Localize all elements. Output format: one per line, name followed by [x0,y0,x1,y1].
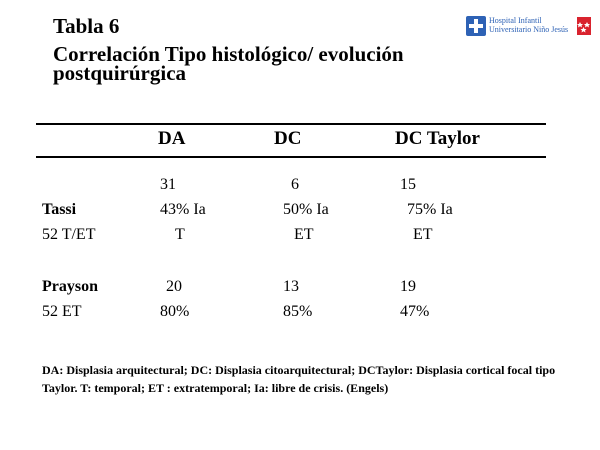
table-cell: 50% Ia [283,201,329,218]
slide-title: Tabla 6 [53,14,120,38]
table-cell: 80% [160,303,190,320]
table-cell: ET [294,226,314,243]
table-top-rule [36,123,546,125]
subtitle-line-1: Correlación Tipo histológico/ evolución [53,42,404,66]
column-header-da: DA [158,128,186,149]
hospital-name-line-2: Universitario Niño Jesús [489,25,569,34]
row-label-tassi: Tassi [42,201,77,218]
table-cell: 6 [291,176,299,193]
column-header-dc: DC [274,128,302,149]
table-cell: 75% Ia [407,201,453,218]
row-label-tassi-series: 52 T/ET [42,226,96,243]
table-cell: ET [413,226,433,243]
hospital-logo: Hospital Infantil Universitario Niño Jes… [466,15,574,41]
column-header-dc-taylor: DC Taylor [395,128,480,149]
table-cell: 43% Ia [160,201,206,218]
table-footnote: DA: Displasia arquitectural; DC: Displas… [42,363,556,395]
table-cell: T [175,226,185,243]
hospital-name: Hospital Infantil Universitario Niño Jes… [489,16,568,34]
table-cell: 47% [400,303,430,320]
row-label-prayson-series: 52 ET [42,303,82,320]
table-cell: 13 [283,278,299,295]
hospital-name-line-1: Hospital Infantil [489,16,542,25]
comunidad-madrid-logo [577,17,591,35]
table-cell: 20 [166,278,182,295]
subtitle-line-2: postquirúrgica [53,61,187,85]
table-cell: 19 [400,278,416,295]
table-cell: 85% [283,303,313,320]
row-label-prayson: Prayson [42,278,98,295]
hospital-cross-icon [466,16,486,36]
table-cell: 31 [160,176,176,193]
slide-subtitle: Correlación Tipo histológico/ evolución … [53,42,404,85]
table-cell: 15 [400,176,416,193]
table-header-rule [36,156,546,158]
